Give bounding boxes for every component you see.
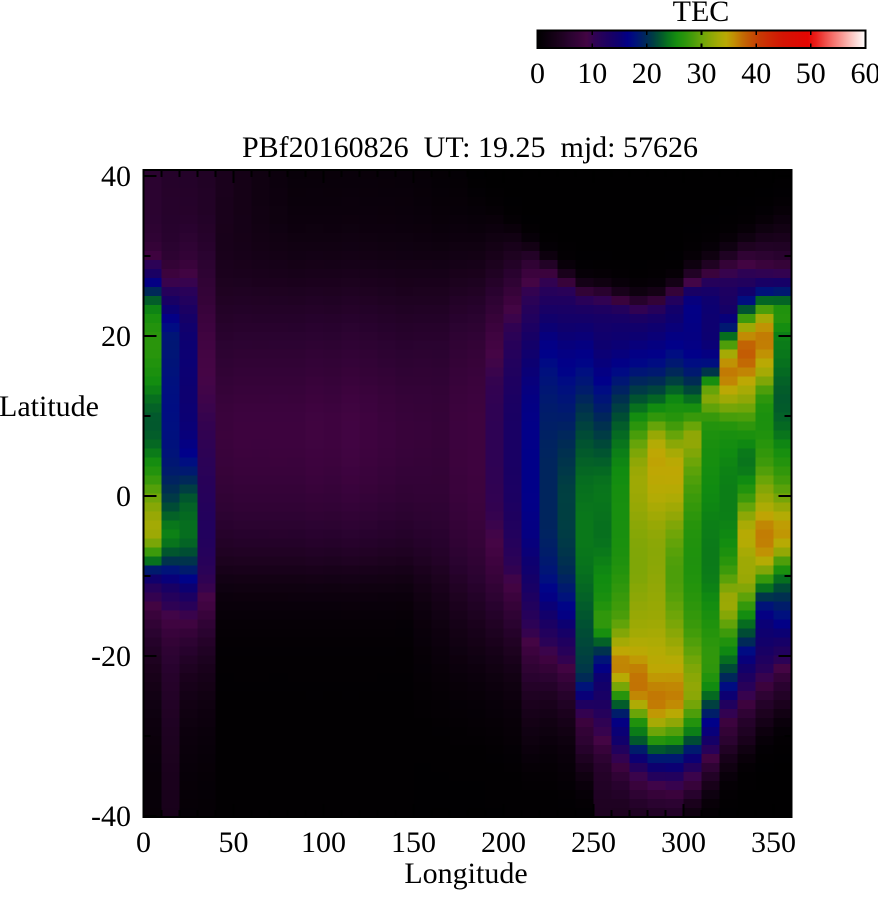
svg-text:300: 300 (661, 826, 706, 859)
svg-text:40: 40 (741, 57, 771, 90)
svg-text:PBf20160826 UT: 19.25 mjd: 5: PBf20160826 UT: 19.25 mjd: 57626 (242, 131, 698, 164)
svg-text:200: 200 (481, 826, 526, 859)
svg-text:0: 0 (530, 57, 545, 90)
svg-text:TEC: TEC (673, 0, 730, 28)
svg-text:20: 20 (101, 320, 131, 353)
svg-text:150: 150 (391, 826, 436, 859)
svg-text:0: 0 (116, 480, 131, 513)
svg-text:20: 20 (632, 57, 662, 90)
svg-text:350: 350 (751, 826, 796, 859)
svg-text:50: 50 (219, 826, 249, 859)
svg-text:50: 50 (796, 57, 826, 90)
svg-text:30: 30 (687, 57, 717, 90)
svg-text:250: 250 (571, 826, 616, 859)
svg-text:-20: -20 (91, 640, 131, 673)
svg-text:Latitude: Latitude (0, 390, 99, 423)
svg-text:-40: -40 (91, 800, 131, 833)
svg-text:Longitude: Longitude (404, 857, 527, 890)
svg-text:40: 40 (101, 160, 131, 193)
svg-text:100: 100 (301, 826, 346, 859)
svg-text:0: 0 (136, 826, 151, 859)
svg-text:10: 10 (577, 57, 607, 90)
svg-text:60: 60 (851, 57, 878, 90)
